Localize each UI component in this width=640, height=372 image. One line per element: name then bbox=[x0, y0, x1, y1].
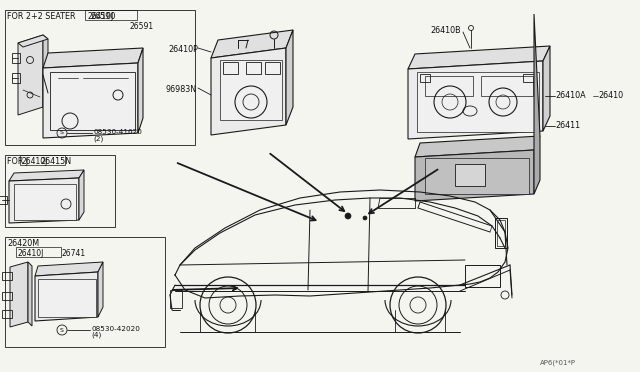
Bar bbox=[2, 272, 12, 280]
Bar bbox=[5, 10, 195, 145]
Bar bbox=[223, 62, 238, 74]
Polygon shape bbox=[35, 272, 98, 321]
Polygon shape bbox=[543, 46, 550, 131]
Polygon shape bbox=[43, 63, 138, 138]
Bar bbox=[246, 62, 261, 74]
Polygon shape bbox=[415, 136, 540, 157]
Bar bbox=[495, 218, 507, 248]
Polygon shape bbox=[9, 170, 84, 181]
Text: 26415N: 26415N bbox=[40, 157, 71, 166]
Polygon shape bbox=[9, 178, 79, 223]
Bar bbox=[170, 290, 182, 308]
Polygon shape bbox=[79, 170, 84, 220]
Text: FOR 2+2 SEATER: FOR 2+2 SEATER bbox=[7, 12, 76, 21]
Bar bbox=[0, 196, 7, 204]
Bar bbox=[497, 220, 505, 246]
Polygon shape bbox=[286, 30, 293, 125]
Bar bbox=[5, 155, 115, 227]
Polygon shape bbox=[408, 61, 543, 139]
Polygon shape bbox=[10, 262, 28, 327]
Bar bbox=[425, 76, 473, 96]
Bar bbox=[5, 237, 165, 347]
Polygon shape bbox=[415, 150, 534, 201]
Text: 26410B: 26410B bbox=[430, 26, 461, 35]
Bar bbox=[481, 76, 533, 96]
Polygon shape bbox=[98, 262, 103, 317]
Text: S: S bbox=[60, 327, 64, 333]
Bar bbox=[220, 60, 282, 120]
Circle shape bbox=[363, 216, 367, 220]
Polygon shape bbox=[211, 30, 293, 58]
Bar bbox=[12, 53, 20, 63]
Bar bbox=[455, 164, 485, 186]
Polygon shape bbox=[18, 35, 43, 115]
Text: 26410P: 26410P bbox=[168, 45, 198, 54]
Bar bbox=[20, 155, 65, 165]
Text: 26410J: 26410J bbox=[22, 157, 49, 166]
Text: (4): (4) bbox=[91, 332, 101, 339]
Text: 26420M: 26420M bbox=[7, 239, 39, 248]
Text: 26410J: 26410J bbox=[18, 249, 44, 258]
Text: 96983N: 96983N bbox=[166, 85, 197, 94]
Circle shape bbox=[345, 213, 351, 219]
Bar bbox=[50, 72, 135, 130]
Bar bbox=[38, 279, 96, 317]
Polygon shape bbox=[43, 35, 48, 111]
Text: 26411: 26411 bbox=[555, 121, 580, 130]
Polygon shape bbox=[211, 48, 286, 135]
Bar bbox=[420, 74, 430, 82]
Bar bbox=[523, 74, 535, 82]
Bar bbox=[85, 10, 137, 20]
Polygon shape bbox=[408, 46, 550, 69]
Polygon shape bbox=[35, 262, 103, 276]
Bar bbox=[14, 184, 76, 220]
Text: AP6(*01*P: AP6(*01*P bbox=[540, 360, 576, 366]
Text: 26591: 26591 bbox=[130, 22, 154, 31]
Text: 26410J: 26410J bbox=[87, 12, 113, 21]
Bar bbox=[2, 310, 12, 318]
Text: S: S bbox=[60, 131, 64, 135]
Bar bbox=[417, 72, 539, 132]
Text: 26410A: 26410A bbox=[555, 91, 586, 100]
Bar bbox=[2, 292, 12, 300]
Polygon shape bbox=[18, 35, 48, 47]
Text: 26410: 26410 bbox=[598, 91, 623, 100]
Text: 08530-42020: 08530-42020 bbox=[91, 326, 140, 332]
Bar bbox=[425, 158, 529, 194]
Polygon shape bbox=[28, 262, 32, 326]
Bar bbox=[465, 265, 500, 287]
Polygon shape bbox=[43, 48, 143, 68]
Text: 26590: 26590 bbox=[90, 12, 115, 21]
Polygon shape bbox=[534, 14, 540, 194]
Text: 08530-41620: 08530-41620 bbox=[93, 129, 142, 135]
Text: 26741: 26741 bbox=[62, 249, 86, 258]
Polygon shape bbox=[138, 48, 143, 133]
Bar bbox=[16, 247, 61, 257]
Text: (2): (2) bbox=[93, 135, 103, 141]
Text: FOR J: FOR J bbox=[7, 157, 28, 166]
Bar bbox=[265, 62, 280, 74]
Bar bbox=[12, 73, 20, 83]
